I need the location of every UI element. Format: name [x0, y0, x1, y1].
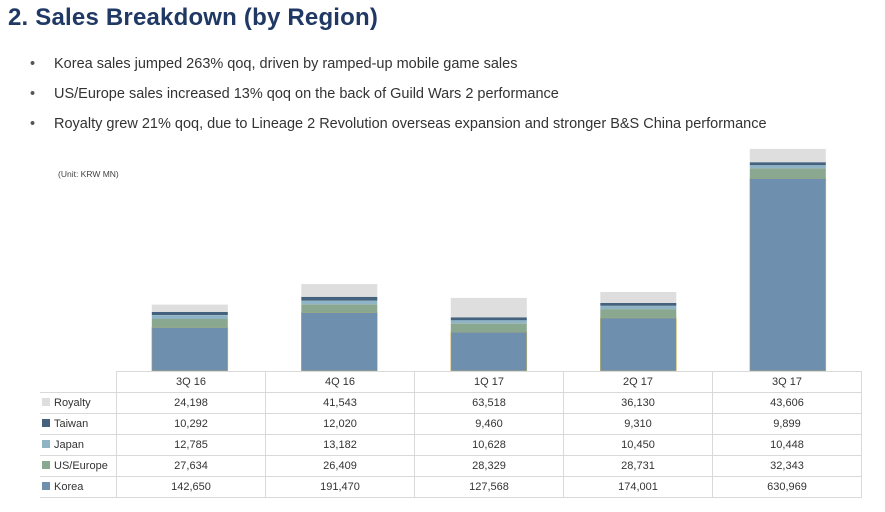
- cell-japan-1q-17: 10,628: [414, 434, 564, 456]
- cell-taiwan-2q-17: 9,310: [563, 413, 713, 435]
- bar-korea-4q-16: [300, 312, 378, 372]
- cell-japan-3q-17: 10,448: [712, 434, 862, 456]
- table-corner: [40, 371, 117, 393]
- bar-us-europe-2q-17: [600, 309, 677, 318]
- cell-taiwan-1q-17: 9,460: [414, 413, 564, 435]
- bar-royalty-3q-17: [749, 148, 826, 163]
- column-header-2q-17: 2Q 17: [563, 371, 713, 393]
- column-header-3q-17: 3Q 17: [712, 371, 862, 393]
- data-table: 3Q 16 4Q 16 1Q 17 2Q 17 3Q 17 Royalty 24,198 41…: [40, 371, 862, 498]
- legend-swatch-taiwan: [42, 419, 50, 427]
- cell-korea-2q-17: 174,001: [563, 476, 713, 498]
- bullet-us-europe: US/Europe sales increased 13% qoq on the…: [30, 84, 767, 114]
- bar-japan-1q-17: [450, 320, 527, 324]
- bar-taiwan-1q-17: [450, 317, 527, 321]
- bar-us-europe-3q-16: [151, 319, 228, 328]
- cell-japan-4q-16: 13,182: [265, 434, 415, 456]
- stacked-bar-chart: [151, 148, 827, 372]
- unit-note: (Unit: KRW MN): [58, 169, 119, 179]
- bar-korea-3q-17: [749, 178, 827, 372]
- cell-us-europe-1q-17: 28,329: [414, 455, 564, 477]
- cell-royalty-2q-17: 36,130: [563, 392, 713, 414]
- bullet-list: Korea sales jumped 263% qoq, driven by r…: [30, 54, 767, 144]
- table-row-korea: Korea 142,650 191,470 127,568 174,001 630,969: [40, 476, 862, 498]
- cell-us-europe-3q-17: 32,343: [712, 455, 862, 477]
- cell-royalty-3q-17: 43,606: [712, 392, 862, 414]
- cell-us-europe-4q-16: 26,409: [265, 455, 415, 477]
- bar-royalty-2q-17: [600, 292, 677, 303]
- legend-swatch-royalty: [42, 398, 50, 406]
- cell-us-europe-2q-17: 28,731: [563, 455, 713, 477]
- table-header-row: 3Q 16 4Q 16 1Q 17 2Q 17 3Q 17: [40, 371, 862, 393]
- cell-japan-2q-17: 10,450: [563, 434, 713, 456]
- bullet-korea: Korea sales jumped 263% qoq, driven by r…: [30, 54, 767, 84]
- bar-taiwan-2q-17: [600, 303, 677, 306]
- bullet-royalty: Royalty grew 21% qoq, due to Lineage 2 R…: [30, 114, 767, 144]
- cell-royalty-4q-16: 41,543: [265, 392, 415, 414]
- cell-taiwan-4q-16: 12,020: [265, 413, 415, 435]
- table-row-taiwan: Taiwan 10,292 12,020 9,460 9,310 9,899: [40, 413, 862, 435]
- legend-japan: Japan: [40, 434, 117, 456]
- legend-swatch-korea: [42, 482, 50, 490]
- bar-korea-1q-17: [450, 331, 528, 372]
- cell-korea-3q-16: 142,650: [116, 476, 266, 498]
- bar-taiwan-4q-16: [301, 296, 378, 301]
- cell-japan-3q-16: 12,785: [116, 434, 266, 456]
- cell-royalty-1q-17: 63,518: [414, 392, 564, 414]
- table-row-royalty: Royalty 24,198 41,543 63,518 36,130 43,606: [40, 392, 862, 414]
- cell-royalty-3q-16: 24,198: [116, 392, 266, 414]
- legend-korea: Korea: [40, 476, 117, 498]
- column-header-4q-16: 4Q 16: [265, 371, 415, 393]
- bar-korea-2q-17: [599, 317, 677, 372]
- bar-us-europe-4q-16: [301, 304, 378, 313]
- column-header-1q-17: 1Q 17: [414, 371, 564, 393]
- legend-taiwan: Taiwan: [40, 413, 117, 435]
- cell-korea-1q-17: 127,568: [414, 476, 564, 498]
- cell-korea-3q-17: 630,969: [712, 476, 862, 498]
- bar-royalty-1q-17: [450, 297, 527, 318]
- cell-taiwan-3q-17: 9,899: [712, 413, 862, 435]
- bar-us-europe-1q-17: [450, 323, 527, 333]
- page-title: 2. Sales Breakdown (by Region): [8, 4, 379, 31]
- legend-swatch-us-europe: [42, 461, 50, 469]
- bar-japan-3q-17: [749, 165, 826, 169]
- legend-us-europe: US/Europe: [40, 455, 117, 477]
- cell-korea-4q-16: 191,470: [265, 476, 415, 498]
- bar-taiwan-3q-16: [151, 311, 228, 315]
- column-header-3q-16: 3Q 16: [116, 371, 266, 393]
- bar-japan-2q-17: [600, 305, 677, 310]
- bar-japan-4q-16: [301, 300, 378, 305]
- bar-korea-3q-16: [151, 327, 229, 372]
- bar-royalty-3q-16: [151, 304, 228, 312]
- cell-us-europe-3q-16: 27,634: [116, 455, 266, 477]
- legend-royalty: Royalty: [40, 392, 117, 414]
- table-row-us-europe: US/Europe 27,634 26,409 28,329 28,731 32,343: [40, 455, 862, 477]
- table-row-japan: Japan 12,785 13,182 10,628 10,450 10,448: [40, 434, 862, 456]
- bar-japan-3q-16: [151, 315, 228, 319]
- bar-taiwan-3q-17: [749, 162, 826, 166]
- cell-taiwan-3q-16: 10,292: [116, 413, 266, 435]
- bar-us-europe-3q-17: [749, 168, 826, 179]
- bar-royalty-4q-16: [301, 284, 378, 297]
- legend-swatch-japan: [42, 440, 50, 448]
